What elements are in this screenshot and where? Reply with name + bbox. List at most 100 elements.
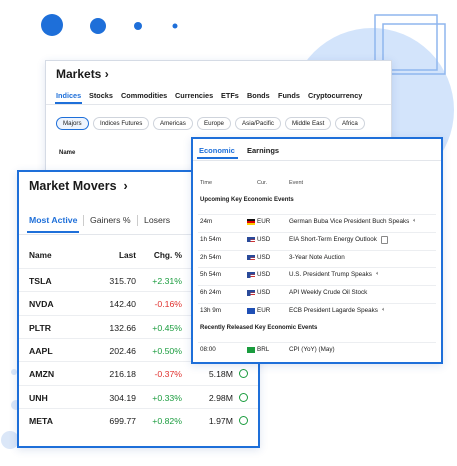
tab[interactable]: Commodities: [121, 91, 168, 100]
last-price: 304.19: [109, 392, 136, 403]
markets-title[interactable]: Markets ›: [56, 67, 109, 81]
sound-icon: 🔈︎: [413, 218, 417, 224]
change-percent: -0.37%: [154, 369, 182, 380]
currency: USD: [257, 271, 271, 279]
tab[interactable]: Stocks: [89, 91, 113, 100]
divider: [193, 160, 441, 161]
symbol[interactable]: PLTR: [29, 322, 52, 333]
change-percent: +0.50%: [152, 345, 182, 356]
tab[interactable]: Most Active: [29, 215, 78, 225]
tab[interactable]: Indices: [56, 91, 82, 100]
event-name[interactable]: German Buba Vice President Buch Speaks: [289, 218, 410, 225]
change-percent: +0.33%: [152, 392, 182, 403]
event-time: 24m: [200, 218, 213, 225]
divider: [198, 214, 436, 215]
symbol[interactable]: TSLA: [29, 276, 52, 286]
tab-separator: [83, 215, 84, 226]
filter-pill[interactable]: Indices Futures: [93, 117, 150, 130]
currency: EUR: [257, 218, 271, 225]
column-header: Last: [118, 250, 136, 260]
divider: [198, 267, 436, 269]
divider: [19, 337, 258, 339]
symbol[interactable]: AMZN: [29, 369, 55, 380]
symbol[interactable]: NVDA: [29, 299, 54, 310]
divider: [19, 291, 258, 293]
filter-pill[interactable]: Americas: [153, 117, 193, 130]
tab-separator: [137, 215, 138, 226]
title-text[interactable]: Market Movers: [29, 179, 117, 193]
clock-icon: [239, 415, 248, 425]
event-time: 2h 54m: [200, 253, 222, 261]
flag: [247, 272, 255, 278]
last-price: 142.40: [109, 299, 136, 310]
tab[interactable]: Funds: [278, 91, 300, 100]
tab[interactable]: Cryptocurrency: [308, 91, 363, 100]
section-heading: Upcoming Key Economic Events: [200, 197, 294, 203]
column-header: Chg. %: [153, 250, 182, 260]
filter-pill[interactable]: Middle East: [285, 117, 332, 130]
flag: [247, 347, 255, 353]
tab[interactable]: Earnings: [247, 146, 280, 155]
volume: 1.97M: [208, 415, 233, 426]
column-header: Time: [200, 180, 213, 186]
event-name[interactable]: 3-Year Note Auction: [289, 253, 345, 261]
filter-pill[interactable]: Africa: [335, 117, 365, 130]
symbol[interactable]: AAPL: [29, 345, 53, 356]
active-underline: [27, 231, 79, 233]
divider: [198, 249, 436, 251]
filter-pill[interactable]: Majors: [56, 117, 89, 130]
divider: [46, 104, 391, 105]
sound-icon: 🔈︎: [376, 271, 380, 278]
tab[interactable]: Economic: [199, 146, 235, 155]
change-percent: +0.45%: [152, 322, 182, 333]
filter-pill[interactable]: Asia/Pacific: [235, 117, 281, 130]
tab[interactable]: Currencies: [175, 91, 214, 100]
flag: [247, 290, 255, 296]
sound-icon: 🔈︎: [382, 307, 386, 313]
divider: [198, 303, 436, 304]
last-price: 699.77: [109, 415, 136, 426]
symbol[interactable]: META: [29, 415, 53, 426]
change-percent: -0.16%: [154, 299, 182, 310]
last-price: 315.70: [109, 276, 136, 286]
flag: [247, 219, 255, 225]
change-percent: +0.82%: [152, 415, 182, 426]
event-name[interactable]: EIA Short-Term Energy Outlook: [289, 235, 377, 243]
economic-panel: Economic Earnings Time Cur. Event Upcoming K…: [191, 137, 443, 364]
event-name[interactable]: API Weekly Crude Oil Stock: [289, 289, 368, 297]
divider: [19, 361, 258, 363]
volume: 2.98M: [208, 392, 233, 403]
column-header: Name: [29, 250, 52, 260]
event-name[interactable]: CPI (YoY) (May): [289, 346, 335, 353]
section-heading: Recently Released Key Economic Events: [200, 325, 318, 331]
event-time: 6h 24m: [200, 289, 222, 297]
title-text[interactable]: Markets: [56, 67, 102, 81]
event-name[interactable]: ECB President Lagarde Speaks: [289, 307, 378, 314]
divider: [198, 342, 436, 343]
column-header: Cur.: [257, 180, 268, 186]
currency: USD: [257, 253, 271, 261]
tab[interactable]: ETFs: [221, 91, 239, 100]
divider: [198, 285, 436, 287]
event-time: 08:00: [200, 346, 216, 353]
document-icon: [381, 235, 388, 244]
symbol[interactable]: UNH: [29, 392, 48, 403]
flag: [247, 236, 255, 243]
last-price: 202.46: [109, 345, 136, 356]
divider: [19, 314, 258, 316]
filter-pill[interactable]: Europe: [197, 117, 231, 130]
clock-icon: [239, 369, 248, 379]
event-name[interactable]: U.S. President Trump Speaks: [289, 271, 372, 279]
currency: EUR: [257, 307, 271, 314]
flag: [247, 254, 255, 261]
change-percent: +2.31%: [152, 276, 182, 286]
divider: [19, 384, 258, 386]
tab[interactable]: Bonds: [247, 91, 270, 100]
tab[interactable]: Losers: [144, 215, 171, 225]
movers-panel: Market Movers › Most Active Gainers % Lose…: [17, 170, 260, 448]
movers-title[interactable]: Market Movers ›: [29, 179, 128, 193]
tab[interactable]: Gainers %: [90, 215, 131, 225]
divider: [19, 234, 258, 235]
column-header: Event: [289, 180, 304, 186]
event-time: 1h 54m: [200, 235, 222, 243]
